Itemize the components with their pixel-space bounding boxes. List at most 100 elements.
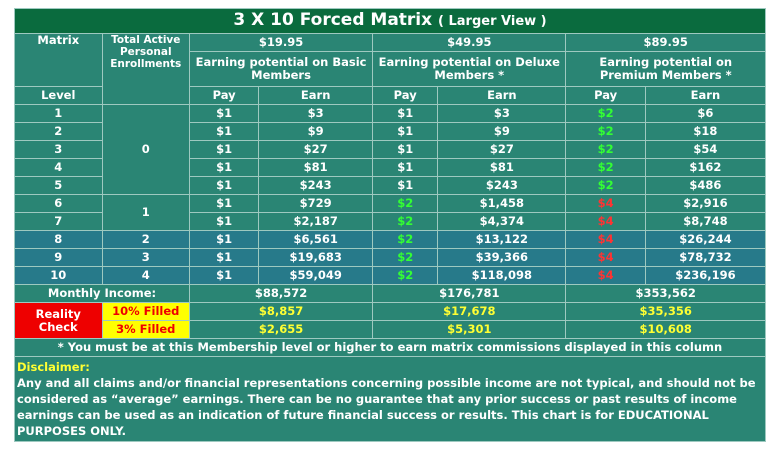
cell: 10 4 $1 $59,049 $2 $118,098 $4 $236,196 <box>14 266 767 285</box>
earn: $54 <box>644 140 767 159</box>
title-text: 3 X 10 Forced Matrix <box>233 10 433 30</box>
cell: Matrix Total Active Personal Enrollments … <box>14 33 766 105</box>
pay: $4 <box>565 248 646 267</box>
cell: Level Pay Earn Pay Earn Pay Earn <box>14 86 767 105</box>
earn: $9 <box>258 122 374 141</box>
pay: $2 <box>565 122 646 141</box>
title: 3 X 10 Forced Matrix ( Larger View ) <box>14 8 766 34</box>
earn: $486 <box>644 176 767 195</box>
monthly-income: $176,781 <box>372 284 567 303</box>
pay: $1 <box>372 104 439 123</box>
pay: $4 <box>565 266 646 285</box>
plan-description: Earning potential on Basic Members <box>188 51 374 87</box>
pay: $1 <box>188 122 260 141</box>
level: 3 <box>14 140 103 159</box>
level: 2 <box>14 122 103 141</box>
earn: $1,458 <box>437 194 567 213</box>
reality-value: $17,678 <box>372 302 567 321</box>
earn-header: Earn <box>644 86 767 105</box>
pay: $2 <box>372 212 439 231</box>
level-header: Level <box>14 86 103 105</box>
cell: 3 X 10 Forced Matrix ( Larger View ) <box>14 8 766 34</box>
pay: $4 <box>565 194 646 213</box>
reality-value: $5,301 <box>372 320 567 339</box>
reality-value: $8,857 <box>188 302 374 321</box>
enrollments: 4 <box>101 266 190 285</box>
pay: $2 <box>372 248 439 267</box>
pay: $4 <box>565 212 646 231</box>
earn: $4,374 <box>437 212 567 231</box>
cell: * You must be at this Membership level o… <box>14 338 766 357</box>
pay: $2 <box>372 230 439 249</box>
monthly-income: $88,572 <box>188 284 374 303</box>
cell: 1 0 $1 $3 $1 $3 $2 $6 <box>14 104 767 195</box>
cell: 3 $1 $27 $1 $27 $2 $54 <box>14 140 767 159</box>
title-note: ( Larger View ) <box>438 14 547 29</box>
cell: 6 1 $1 $729 $2 $1,458 $4 $2,916 <box>14 194 767 231</box>
earn: $2,916 <box>644 194 767 213</box>
earn: $3 <box>437 104 567 123</box>
level: 5 <box>14 176 103 195</box>
earn: $59,049 <box>258 266 374 285</box>
level: 1 <box>14 104 103 123</box>
earn: $27 <box>258 140 374 159</box>
pay: $1 <box>188 194 260 213</box>
price: $49.95 <box>372 33 567 52</box>
pay-header: Pay <box>372 86 439 105</box>
reality-check-label: Reality Check <box>14 302 103 339</box>
fill-rate: 3% Filled <box>101 320 190 339</box>
earn: $243 <box>258 176 374 195</box>
earn: $18 <box>644 122 767 141</box>
earn: $26,244 <box>644 230 767 249</box>
monthly-income: $353,562 <box>565 284 766 303</box>
earn: $2,187 <box>258 212 374 231</box>
earn: $8,748 <box>644 212 767 231</box>
earn: $13,122 <box>437 230 567 249</box>
note: * You must be at this Membership level o… <box>14 338 766 357</box>
earn: $27 <box>437 140 567 159</box>
level: 7 <box>14 212 103 231</box>
price: $19.95 <box>188 33 374 52</box>
earn-header: Earn <box>437 86 567 105</box>
disclaimer: Disclaimer: Any and all claims and/or fin… <box>14 356 766 442</box>
pay: $2 <box>565 158 646 177</box>
level: 4 <box>14 158 103 177</box>
pay: $1 <box>372 122 439 141</box>
pay: $1 <box>372 176 439 195</box>
disclaimer-title: Disclaimer: <box>17 360 90 374</box>
earn: $81 <box>437 158 567 177</box>
pay: $1 <box>188 140 260 159</box>
earn: $39,366 <box>437 248 567 267</box>
pay: $1 <box>188 266 260 285</box>
pay: $1 <box>188 230 260 249</box>
earn: $81 <box>258 158 374 177</box>
earn: $162 <box>644 158 767 177</box>
enrollments: 1 <box>101 194 190 231</box>
level: 9 <box>14 248 103 267</box>
cell: Earning potential on Basic Members Earnin… <box>15 51 766 87</box>
earn: $19,683 <box>258 248 374 267</box>
cell: 3% Filled $2,655 $5,301 $10,608 <box>15 320 766 339</box>
fill-rate: 10% Filled <box>101 302 190 321</box>
earn-header: Earn <box>258 86 374 105</box>
earn: $729 <box>258 194 374 213</box>
pay: $2 <box>565 104 646 123</box>
earn: $3 <box>258 104 374 123</box>
pay: $4 <box>565 230 646 249</box>
plan-description: Earning potential on Premium Members * <box>565 51 766 87</box>
enrollments: 2 <box>101 230 190 249</box>
pay: $1 <box>188 104 260 123</box>
disclaimer-text: Any and all claims and/or financial repr… <box>17 376 756 438</box>
reality-value: $2,655 <box>188 320 374 339</box>
cell: 8 2 $1 $6,561 $2 $13,122 $4 $26,244 <box>14 230 767 249</box>
cell: 3 X 10 Forced Matrix ( Larger View ) Mat… <box>14 8 767 442</box>
pay: $1 <box>188 158 260 177</box>
cell: Reality Check 10% Filled $8,857 $17,678 $35,… <box>14 302 766 339</box>
pay: $2 <box>565 176 646 195</box>
enrollments: 0 <box>101 104 190 195</box>
pay: $1 <box>188 248 260 267</box>
pay: $1 <box>188 212 260 231</box>
reality-value: $35,356 <box>565 302 766 321</box>
cell: 9 3 $1 $19,683 $2 $39,366 $4 $78,732 <box>14 248 767 267</box>
